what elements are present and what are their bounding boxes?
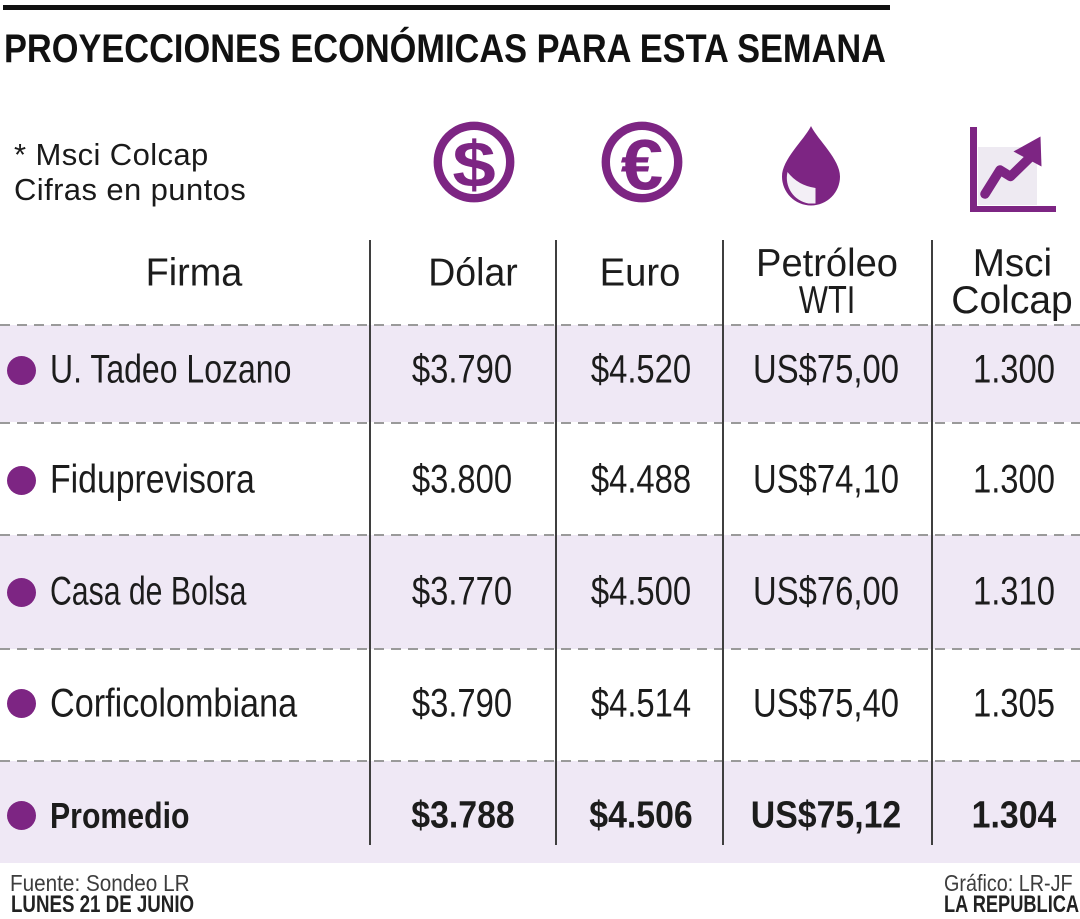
svg-text:€: € bbox=[621, 125, 664, 205]
svg-text:$: $ bbox=[452, 128, 495, 200]
